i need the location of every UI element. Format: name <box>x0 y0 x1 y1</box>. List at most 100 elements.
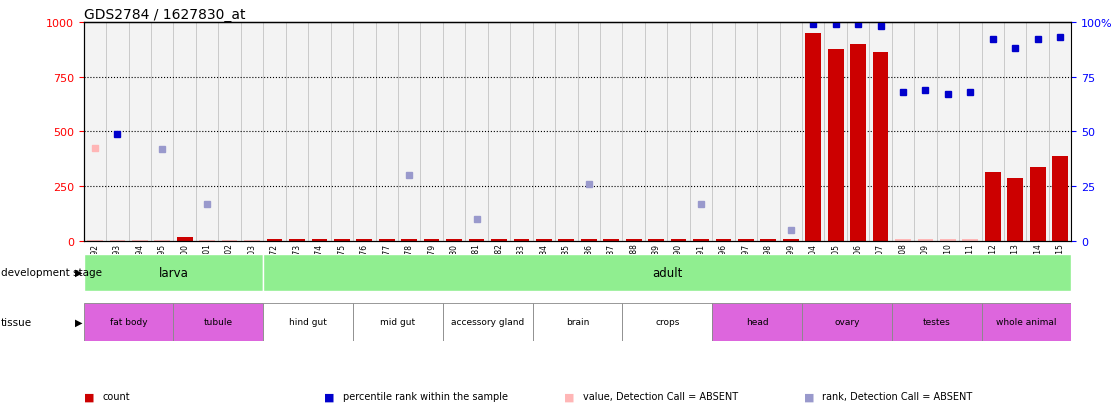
Text: percentile rank within the sample: percentile rank within the sample <box>343 392 508 401</box>
Bar <box>828 50 844 242</box>
Bar <box>532 23 555 242</box>
Bar <box>286 23 308 242</box>
Text: rank, Detection Call = ABSENT: rank, Detection Call = ABSENT <box>822 392 973 401</box>
Bar <box>173 304 263 341</box>
Bar <box>196 23 219 242</box>
Bar <box>536 240 551 242</box>
Bar <box>402 240 417 242</box>
Bar <box>892 304 982 341</box>
Bar <box>532 304 623 341</box>
Text: ▶: ▶ <box>75 317 83 327</box>
Bar <box>623 23 645 242</box>
Text: ■: ■ <box>564 392 574 401</box>
Text: ▶: ▶ <box>75 268 83 278</box>
Bar <box>623 304 712 341</box>
Bar <box>783 240 799 242</box>
Bar <box>244 240 260 242</box>
Bar <box>353 23 375 242</box>
Text: mid gut: mid gut <box>381 318 415 327</box>
Bar <box>982 23 1004 242</box>
Bar <box>802 23 825 242</box>
Bar <box>106 23 128 242</box>
Bar <box>109 240 125 242</box>
Bar <box>1049 23 1071 242</box>
Bar <box>424 240 440 242</box>
Bar <box>600 23 623 242</box>
Bar <box>940 240 955 242</box>
Bar <box>353 304 443 341</box>
Text: ovary: ovary <box>834 318 859 327</box>
Bar <box>806 33 821 242</box>
Bar <box>760 240 777 242</box>
Bar <box>375 23 398 242</box>
Text: testes: testes <box>923 318 951 327</box>
Bar <box>222 240 238 242</box>
Bar <box>330 23 353 242</box>
Bar <box>176 237 193 242</box>
Bar <box>469 240 484 242</box>
Bar <box>334 240 349 242</box>
Bar <box>936 23 959 242</box>
Text: ■: ■ <box>804 392 814 401</box>
Bar <box>398 23 421 242</box>
Text: GDS2784 / 1627830_at: GDS2784 / 1627830_at <box>84 8 246 22</box>
Bar <box>581 240 597 242</box>
Bar <box>850 45 866 242</box>
Text: count: count <box>103 392 131 401</box>
Bar <box>626 240 642 242</box>
Bar <box>263 304 353 341</box>
Bar <box>1004 23 1027 242</box>
Bar <box>267 240 282 242</box>
Bar <box>712 23 734 242</box>
Bar <box>645 23 667 242</box>
Text: adult: adult <box>652 266 683 279</box>
Text: tubule: tubule <box>204 318 233 327</box>
Bar <box>847 23 869 242</box>
Bar <box>378 240 395 242</box>
Bar <box>488 23 510 242</box>
Bar <box>356 240 372 242</box>
Bar <box>757 23 780 242</box>
Bar <box>491 240 507 242</box>
Bar <box>604 240 619 242</box>
Text: head: head <box>745 318 769 327</box>
Bar <box>959 23 982 242</box>
Bar <box>558 240 574 242</box>
Bar <box>802 304 892 341</box>
Text: larva: larva <box>158 266 189 279</box>
Bar <box>421 23 443 242</box>
Bar <box>985 173 1001 242</box>
Bar <box>241 23 263 242</box>
Bar <box>84 254 263 291</box>
Bar <box>671 240 686 242</box>
Text: development stage: development stage <box>1 268 103 278</box>
Bar <box>510 23 532 242</box>
Text: brain: brain <box>566 318 589 327</box>
Bar <box>869 23 892 242</box>
Bar <box>443 304 532 341</box>
Bar <box>1008 178 1023 242</box>
Bar <box>555 23 578 242</box>
Bar <box>738 240 753 242</box>
Bar <box>892 23 914 242</box>
Bar <box>465 23 488 242</box>
Text: whole animal: whole animal <box>997 318 1057 327</box>
Bar <box>962 240 979 242</box>
Bar <box>308 23 330 242</box>
Bar <box>780 23 802 242</box>
Bar <box>263 254 1071 291</box>
Bar <box>87 240 103 242</box>
Bar <box>712 304 802 341</box>
Bar <box>151 23 173 242</box>
Bar <box>446 240 462 242</box>
Bar <box>578 23 600 242</box>
Bar <box>1027 23 1049 242</box>
Text: value, Detection Call = ABSENT: value, Detection Call = ABSENT <box>583 392 738 401</box>
Bar <box>84 23 106 242</box>
Bar <box>263 23 286 242</box>
Bar <box>132 240 147 242</box>
Bar <box>84 304 173 341</box>
Bar <box>715 240 731 242</box>
Bar <box>982 304 1071 341</box>
Bar <box>825 23 847 242</box>
